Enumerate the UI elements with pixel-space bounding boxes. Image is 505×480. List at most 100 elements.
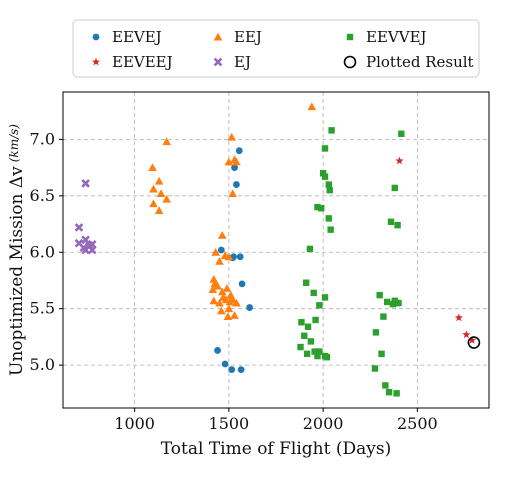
data-point — [162, 137, 171, 146]
data-point — [314, 203, 321, 211]
legend-label: EEVEJ — [112, 28, 162, 46]
axis-ticks: 1000 1500 2000 2500 5.0 5.5 6.0 6.5 7.0 — [30, 129, 438, 433]
data-point — [302, 279, 310, 286]
y-tick-label: 6.5 — [30, 186, 55, 205]
data-point — [385, 389, 393, 396]
x-tick-label: 1500 — [209, 414, 250, 433]
series-ej — [74, 179, 97, 255]
legend-marker — [213, 32, 223, 41]
data-point — [81, 235, 90, 245]
data-point — [215, 298, 224, 307]
data-point — [224, 304, 234, 313]
data-point — [209, 275, 219, 283]
data-point — [238, 280, 246, 288]
data-point — [395, 299, 402, 307]
data-point — [213, 281, 222, 290]
data-point — [74, 223, 84, 232]
data-points — [74, 102, 481, 397]
data-point — [217, 306, 226, 315]
legend-marker — [92, 33, 100, 41]
data-point — [378, 350, 385, 358]
data-point — [328, 127, 335, 134]
data-point — [246, 304, 254, 311]
data-point — [310, 289, 317, 297]
data-point — [217, 231, 227, 239]
data-point — [81, 179, 90, 188]
series-eeveej — [395, 156, 477, 344]
data-point — [162, 194, 171, 203]
data-point — [232, 157, 241, 166]
data-point — [307, 338, 315, 345]
data-point — [217, 246, 225, 254]
data-point — [454, 313, 463, 322]
data-point — [380, 313, 387, 320]
series-eevej — [214, 147, 254, 374]
data-point — [149, 184, 158, 193]
data-point — [314, 352, 321, 360]
y-tick-label: 5.0 — [30, 355, 55, 374]
data-point — [372, 329, 380, 336]
data-point — [298, 319, 305, 326]
data-point — [393, 390, 400, 397]
data-point — [382, 382, 389, 389]
data-point — [371, 365, 379, 372]
data-point — [376, 291, 383, 299]
data-point — [224, 157, 234, 166]
legend-label: EEVEEJ — [112, 53, 173, 71]
data-point — [327, 226, 334, 233]
data-point — [208, 285, 218, 293]
data-point — [231, 164, 238, 172]
data-point — [319, 170, 327, 177]
legend-label: Plotted Result — [366, 53, 474, 71]
data-point — [217, 287, 227, 296]
data-point — [228, 295, 237, 304]
data-point — [321, 294, 329, 301]
legend-label: EEVVEJ — [366, 28, 427, 46]
data-point — [318, 205, 325, 212]
data-point — [228, 189, 237, 198]
data-point — [394, 221, 401, 229]
data-point — [323, 354, 331, 361]
series-eevvej — [297, 127, 405, 397]
grid — [63, 92, 489, 408]
data-point — [87, 245, 97, 255]
data-point — [235, 147, 243, 155]
y-tick-label: 7.0 — [30, 129, 55, 148]
data-point — [211, 247, 220, 256]
data-point — [398, 130, 405, 137]
data-point — [224, 252, 234, 261]
data-point — [467, 336, 481, 349]
plot-frame — [62, 91, 490, 409]
data-point — [321, 145, 329, 152]
data-point — [297, 343, 304, 351]
data-point — [304, 323, 312, 330]
y-axis-label: Unoptimized Mission Δv (km/s) — [7, 124, 27, 376]
data-point — [230, 311, 239, 319]
y-axis-label-unit: (km/s) — [7, 124, 21, 163]
legend-marker — [343, 55, 357, 69]
data-point — [154, 206, 164, 214]
data-point — [384, 298, 391, 306]
data-point — [301, 332, 308, 339]
data-point — [209, 296, 219, 305]
data-point — [395, 156, 404, 165]
data-point — [321, 173, 329, 180]
data-point — [316, 302, 323, 309]
y-tick-label: 6.0 — [30, 242, 55, 261]
x-tick-label: 1000 — [114, 414, 155, 433]
x-tick-label: 2000 — [303, 414, 344, 433]
data-point — [306, 245, 314, 253]
legend-label: EEJ — [234, 28, 262, 46]
data-point — [228, 366, 236, 374]
data-point — [311, 348, 318, 355]
legend-frame — [72, 19, 480, 78]
data-point — [232, 298, 241, 307]
data-point — [389, 300, 397, 308]
legend-label: EJ — [234, 53, 251, 71]
data-point — [233, 181, 240, 188]
series-eej — [148, 102, 317, 321]
data-point — [312, 316, 319, 324]
data-point — [223, 312, 233, 321]
data-point — [149, 199, 158, 208]
